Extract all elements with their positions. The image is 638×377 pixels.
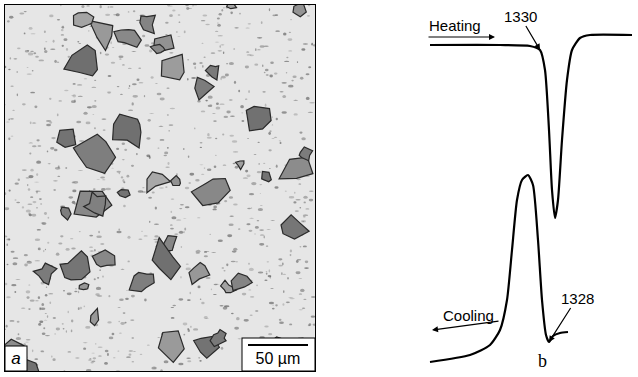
svg-text:50 µm: 50 µm bbox=[256, 350, 301, 367]
svg-text:1330: 1330 bbox=[504, 8, 537, 25]
svg-text:b: b bbox=[538, 351, 547, 371]
svg-text:1328: 1328 bbox=[561, 290, 594, 307]
svg-text:a: a bbox=[11, 349, 20, 368]
svg-text:Heating: Heating bbox=[429, 17, 481, 34]
svg-text:Cooling: Cooling bbox=[443, 307, 494, 324]
